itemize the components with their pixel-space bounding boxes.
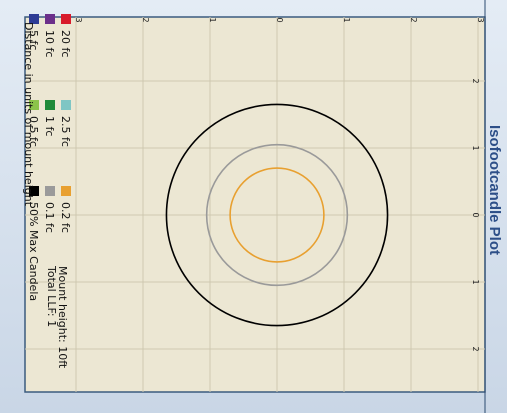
legend-label: 20 fc (59, 30, 72, 57)
legend-label: 5 fc (27, 30, 40, 50)
legend-swatch (61, 14, 71, 24)
legend-label: 10 fc (43, 30, 56, 57)
legend-label: 1 fc (43, 116, 56, 136)
legend-label: 0.5 fc (27, 116, 40, 147)
legend-swatch (61, 186, 71, 196)
legend-label: 2.5 fc (59, 116, 72, 147)
y-tick-label: 2 (471, 346, 480, 351)
x-tick-label: 2 (409, 17, 418, 22)
legend-label: 0.1 fc (43, 202, 56, 233)
isoline-50-max-candela (165, 103, 389, 327)
isolines (165, 103, 389, 327)
legend-swatch (45, 14, 55, 24)
x-tick-label: 1 (208, 17, 217, 22)
x-tick-label: 3 (476, 17, 485, 22)
x-tick-label: 1 (342, 17, 351, 22)
gridlines (25, 17, 485, 392)
x-tick-label: 2 (141, 17, 150, 22)
legend-label: 0.2 fc (59, 202, 72, 233)
y-tick-label: 0 (471, 212, 480, 217)
legend-swatch (29, 14, 39, 24)
y-tick-label: 1 (471, 279, 480, 284)
tick-labels: 3 2 1 0 1 2 3 2 1 0 1 2 (74, 17, 485, 351)
legend-swatch (29, 100, 39, 110)
total-llf-label: Total LLF: 1 (45, 265, 58, 327)
chart-title: Isofootcandle Plot (486, 125, 503, 255)
y-tick-label: 1 (471, 145, 480, 150)
y-tick-label: 2 (471, 78, 480, 83)
plot-area (24, 16, 486, 393)
x-tick-label: 3 (74, 17, 83, 22)
legend-swatch (61, 100, 71, 110)
legend-label: 50% Max Candela (27, 202, 40, 301)
isoline-0-1-fc (205, 143, 349, 287)
legend-swatch (45, 186, 55, 196)
isoline-0-2-fc (229, 167, 325, 263)
legend-swatch (45, 100, 55, 110)
x-tick-label: 0 (275, 17, 284, 22)
legend-swatch (29, 186, 39, 196)
mount-height-label: Mount height: 10ft (56, 266, 69, 369)
axis-label: Distance in units of mount height (22, 22, 35, 207)
